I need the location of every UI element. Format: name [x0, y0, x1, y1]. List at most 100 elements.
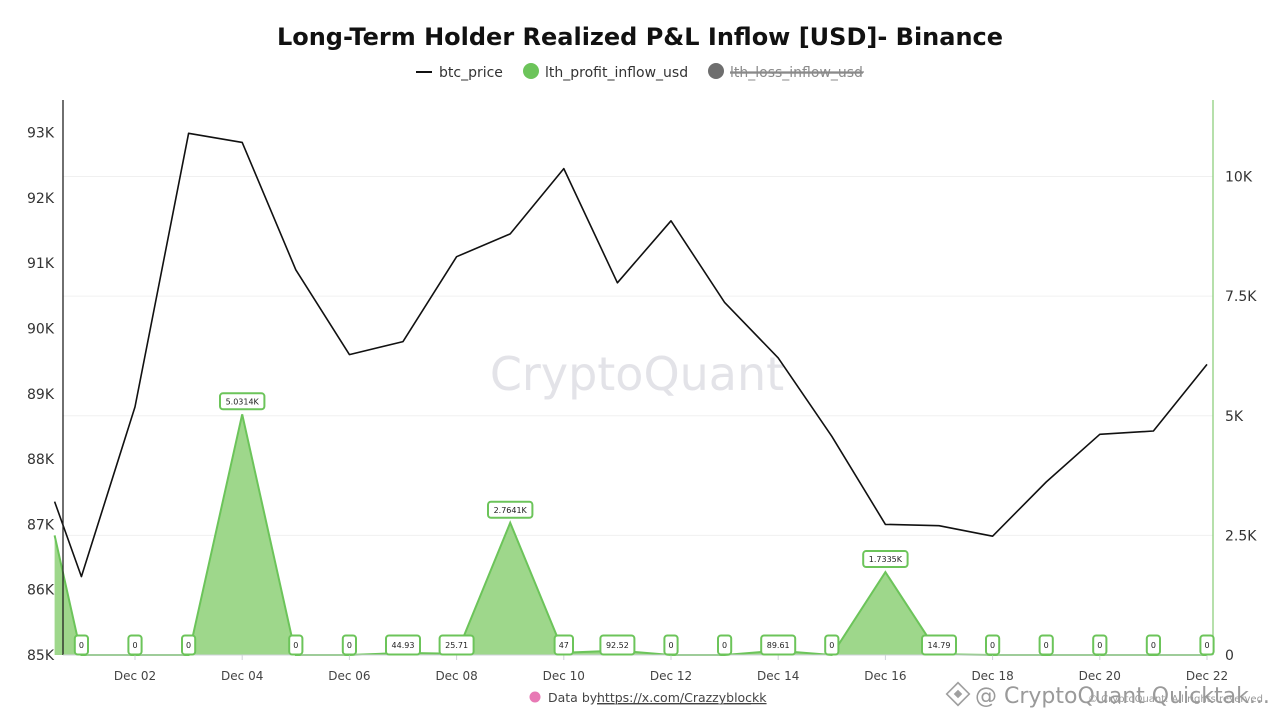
data-label: 0 — [824, 634, 840, 656]
data-label: 2.7641K — [487, 500, 534, 519]
data-label-box — [341, 634, 357, 656]
left-tick-label: 93K — [27, 126, 55, 142]
data-label-text: 1.7335K — [869, 555, 903, 564]
x-tick-label: Dec 08 — [435, 669, 477, 683]
data-label: 0 — [181, 634, 197, 656]
data-label-box — [1038, 634, 1054, 656]
right-axis-ticks: 0 2.5K 5K 7.5K 10K — [1225, 170, 1257, 664]
data-label: 0 — [73, 634, 90, 656]
x-tick-label: Dec 12 — [650, 669, 692, 683]
data-label: 0 — [1038, 634, 1054, 656]
right-tick-label: 0 — [1225, 648, 1234, 664]
data-label-text: 0 — [293, 641, 298, 650]
legend-label-lth-loss: lth_loss_inflow_usd — [730, 65, 863, 81]
data-label-box — [438, 634, 475, 656]
data-label-text: 0 — [990, 641, 995, 650]
credit-prefix: Data by: — [548, 690, 600, 705]
data-label: 5.0314K — [219, 392, 266, 411]
data-label: 0 — [1199, 634, 1215, 656]
brain-icon — [529, 691, 541, 703]
data-label: 0 — [717, 634, 733, 656]
x-axis-ticks: Dec 02 Dec 04 Dec 06 Dec 08 Dec 10 Dec 12 Dec … — [114, 655, 1228, 683]
data-label-text: 2.7641K — [494, 506, 528, 515]
data-label-box — [127, 634, 143, 656]
left-axis-ticks: 85K 86K 87K 88K 89K 90K 91K 92K 93K — [27, 126, 55, 664]
data-label: 0 — [985, 634, 1001, 656]
data-label: 0 — [663, 634, 679, 656]
x-tick-label: Dec 06 — [328, 669, 370, 683]
legend: btc_price lth_profit_inflow_usd lth_loss… — [416, 63, 864, 81]
data-label-box — [73, 634, 90, 656]
legend-label-lth-profit: lth_profit_inflow_usd — [545, 65, 688, 81]
overlay-copyright: © CryptoQuant. All rights reserved — [1088, 694, 1263, 705]
data-label: 89.61 — [760, 634, 797, 656]
data-label-text: 0 — [1204, 641, 1209, 650]
left-tick-label: 90K — [27, 322, 55, 338]
overlay-text: @ CryptoQuant Quicktak... — [975, 684, 1270, 709]
data-label-text: 0 — [79, 641, 84, 650]
data-label: 14.79 — [921, 634, 957, 656]
data-label: 0 — [1092, 634, 1108, 656]
data-label-box — [181, 634, 197, 656]
credit-link[interactable]: https://x.com/Crazzyblockk — [597, 690, 767, 705]
legend-item-btc-price[interactable]: btc_price — [416, 65, 503, 81]
data-label-text: 0 — [829, 641, 834, 650]
x-tick-label: Dec 22 — [1186, 669, 1228, 683]
profit-area-series — [53, 414, 1208, 657]
data-label-box — [717, 634, 733, 656]
data-label-box — [862, 550, 909, 569]
data-label-text: 0 — [722, 641, 727, 650]
data-label-box — [219, 392, 266, 411]
watermark-text: CryptoQuant — [490, 347, 784, 401]
data-label: 0 — [288, 634, 304, 656]
data-label-box — [599, 634, 636, 656]
data-label-box — [385, 634, 421, 656]
data-label-text: 0 — [132, 641, 137, 650]
left-tick-label: 92K — [27, 191, 55, 207]
data-label-box — [921, 634, 957, 656]
data-label-text: 47 — [559, 641, 569, 650]
quicktake-overlay: © CryptoQuant. All rights reserved @ Cry… — [945, 681, 1270, 709]
left-tick-label: 88K — [27, 452, 55, 468]
left-tick-label: 86K — [27, 583, 55, 599]
data-label: 0 — [127, 634, 143, 656]
x-tick-label: Dec 16 — [864, 669, 906, 683]
data-label-box — [288, 634, 304, 656]
right-tick-label: 7.5K — [1225, 289, 1257, 305]
data-label: 47 — [553, 634, 574, 656]
chart-title: Long-Term Holder Realized P&L Inflow [US… — [277, 23, 1003, 51]
legend-item-lth-profit[interactable]: lth_profit_inflow_usd — [523, 63, 688, 81]
legend-item-lth-loss[interactable]: lth_loss_inflow_usd — [708, 63, 864, 81]
data-label-text: 0 — [186, 641, 191, 650]
left-tick-label: 91K — [27, 256, 55, 272]
data-label-text: 92.52 — [606, 641, 629, 650]
binance-diamond-icon — [945, 681, 971, 707]
data-label-box — [1145, 634, 1162, 656]
data-labels: 0 0 0 5.0314K 0 0 44.93 25.71 2.7641K 47 92.52 0 0 89… — [73, 392, 1215, 656]
left-tick-label: 85K — [27, 648, 55, 664]
left-tick-label: 87K — [27, 517, 55, 533]
btc-price-line — [53, 132, 1208, 578]
data-label-text: 0 — [668, 641, 673, 650]
data-label: 0 — [1145, 634, 1162, 656]
right-tick-label: 5K — [1225, 409, 1244, 425]
data-label-box — [663, 634, 679, 656]
legend-circle-marker-disabled — [708, 63, 724, 79]
x-tick-label: Dec 14 — [757, 669, 799, 683]
right-tick-label: 10K — [1225, 170, 1253, 186]
legend-circle-marker — [523, 63, 539, 79]
data-label-text: 0 — [1151, 641, 1156, 650]
data-label-text: 25.71 — [445, 641, 468, 650]
data-label-box — [760, 634, 797, 656]
data-label-text: 89.61 — [767, 641, 790, 650]
data-label-box — [824, 634, 840, 656]
x-tick-label: Dec 02 — [114, 669, 156, 683]
data-label: 44.93 — [385, 634, 421, 656]
legend-label-btc-price: btc_price — [439, 65, 503, 81]
data-label-text: 0 — [1097, 641, 1102, 650]
data-label-box — [1092, 634, 1108, 656]
x-tick-label: Dec 20 — [1079, 669, 1121, 683]
profit-area-fill — [54, 414, 1208, 655]
data-label-text: 5.0314K — [226, 397, 260, 406]
x-tick-label: Dec 18 — [971, 669, 1013, 683]
